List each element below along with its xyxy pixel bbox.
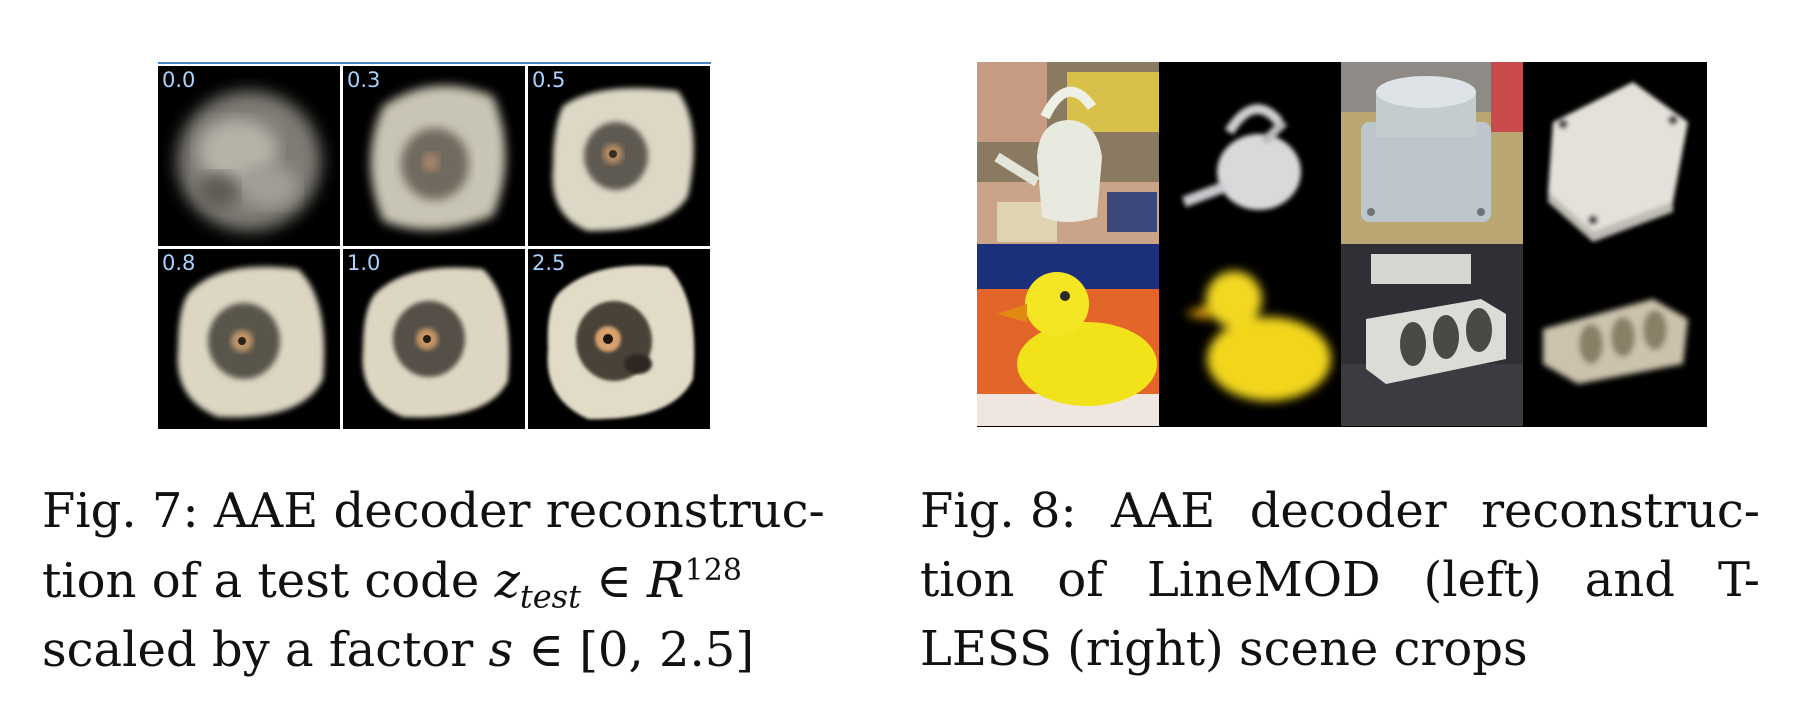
caption-line: tion of a test code ztest ∈ R128 <box>42 546 822 616</box>
tless-socket-scene <box>1341 244 1523 426</box>
linemod-duck-reconstruction <box>1159 244 1341 426</box>
scale-label: 0.0 <box>162 68 196 92</box>
caption-line: tion of LineMOD (left) and T- <box>920 546 1760 615</box>
scale-label: 0.5 <box>532 68 566 92</box>
caption-word: LineMOD <box>1147 552 1381 608</box>
math-subscript: test <box>519 577 581 616</box>
reconstruction-scale-0-5: 0.5 <box>528 66 710 246</box>
caption-word: T- <box>1717 552 1760 608</box>
caption-word: reconstruc- <box>1481 483 1760 539</box>
math-variable-z: z <box>494 553 520 609</box>
caption-word: Fig. 8: <box>920 483 1077 539</box>
scale-label: 0.8 <box>162 251 196 275</box>
tless-box-reconstruction <box>1523 62 1705 244</box>
caption-text: tion of a test code <box>42 553 495 609</box>
reconstruction-scale-0-8: 0.8 <box>158 249 340 429</box>
figure-7-caption: Fig. 7: AAE decoder reconstruc- tion of … <box>42 477 825 685</box>
math-set-r: R <box>646 551 685 609</box>
reconstruction-scale-0-3: 0.3 <box>343 66 525 246</box>
reconstruction-scale-1-0: 1.0 <box>343 249 525 429</box>
caption-line: LESS (right) scene crops <box>920 621 1528 677</box>
linemod-watering-can-reconstruction <box>1159 62 1341 244</box>
reconstruction-scale-2-5: 2.5 <box>528 249 710 429</box>
figure-7-image-grid: 0.0 0.3 0.5 0.8 <box>158 62 711 429</box>
math-interval: ∈ [0, 2.5] <box>513 622 755 678</box>
caption-word: (left) <box>1423 552 1542 608</box>
tless-box-scene <box>1341 62 1523 244</box>
caption-text: scaled by a factor <box>42 622 489 678</box>
scale-label: 0.3 <box>347 68 381 92</box>
linemod-duck-scene <box>977 244 1159 426</box>
caption-word: decoder <box>1249 483 1447 539</box>
math-variable-s: s <box>488 622 514 678</box>
caption-word: and <box>1584 552 1675 608</box>
figure-8-image-grid <box>977 62 1707 427</box>
math-element-of: ∈ <box>580 553 647 609</box>
figure-8-caption: Fig. 8: AAE decoder reconstruc- tion of … <box>920 477 1760 684</box>
caption-line: scaled by a factor s ∈ [0, 2.5] <box>42 616 822 685</box>
scale-label: 1.0 <box>347 251 381 275</box>
scale-label: 2.5 <box>532 251 566 275</box>
linemod-watering-can-scene <box>977 62 1159 244</box>
reconstruction-scale-0-0: 0.0 <box>158 66 340 246</box>
caption-word: tion <box>920 552 1015 608</box>
caption-line: Fig. 8: AAE decoder reconstruc- <box>920 477 1760 546</box>
caption-word: AAE <box>1110 483 1216 539</box>
math-superscript: 128 <box>684 553 742 588</box>
tless-socket-reconstruction <box>1523 244 1705 426</box>
caption-word: of <box>1057 552 1105 608</box>
caption-line: Fig. 7: AAE decoder reconstruc- <box>42 483 825 539</box>
